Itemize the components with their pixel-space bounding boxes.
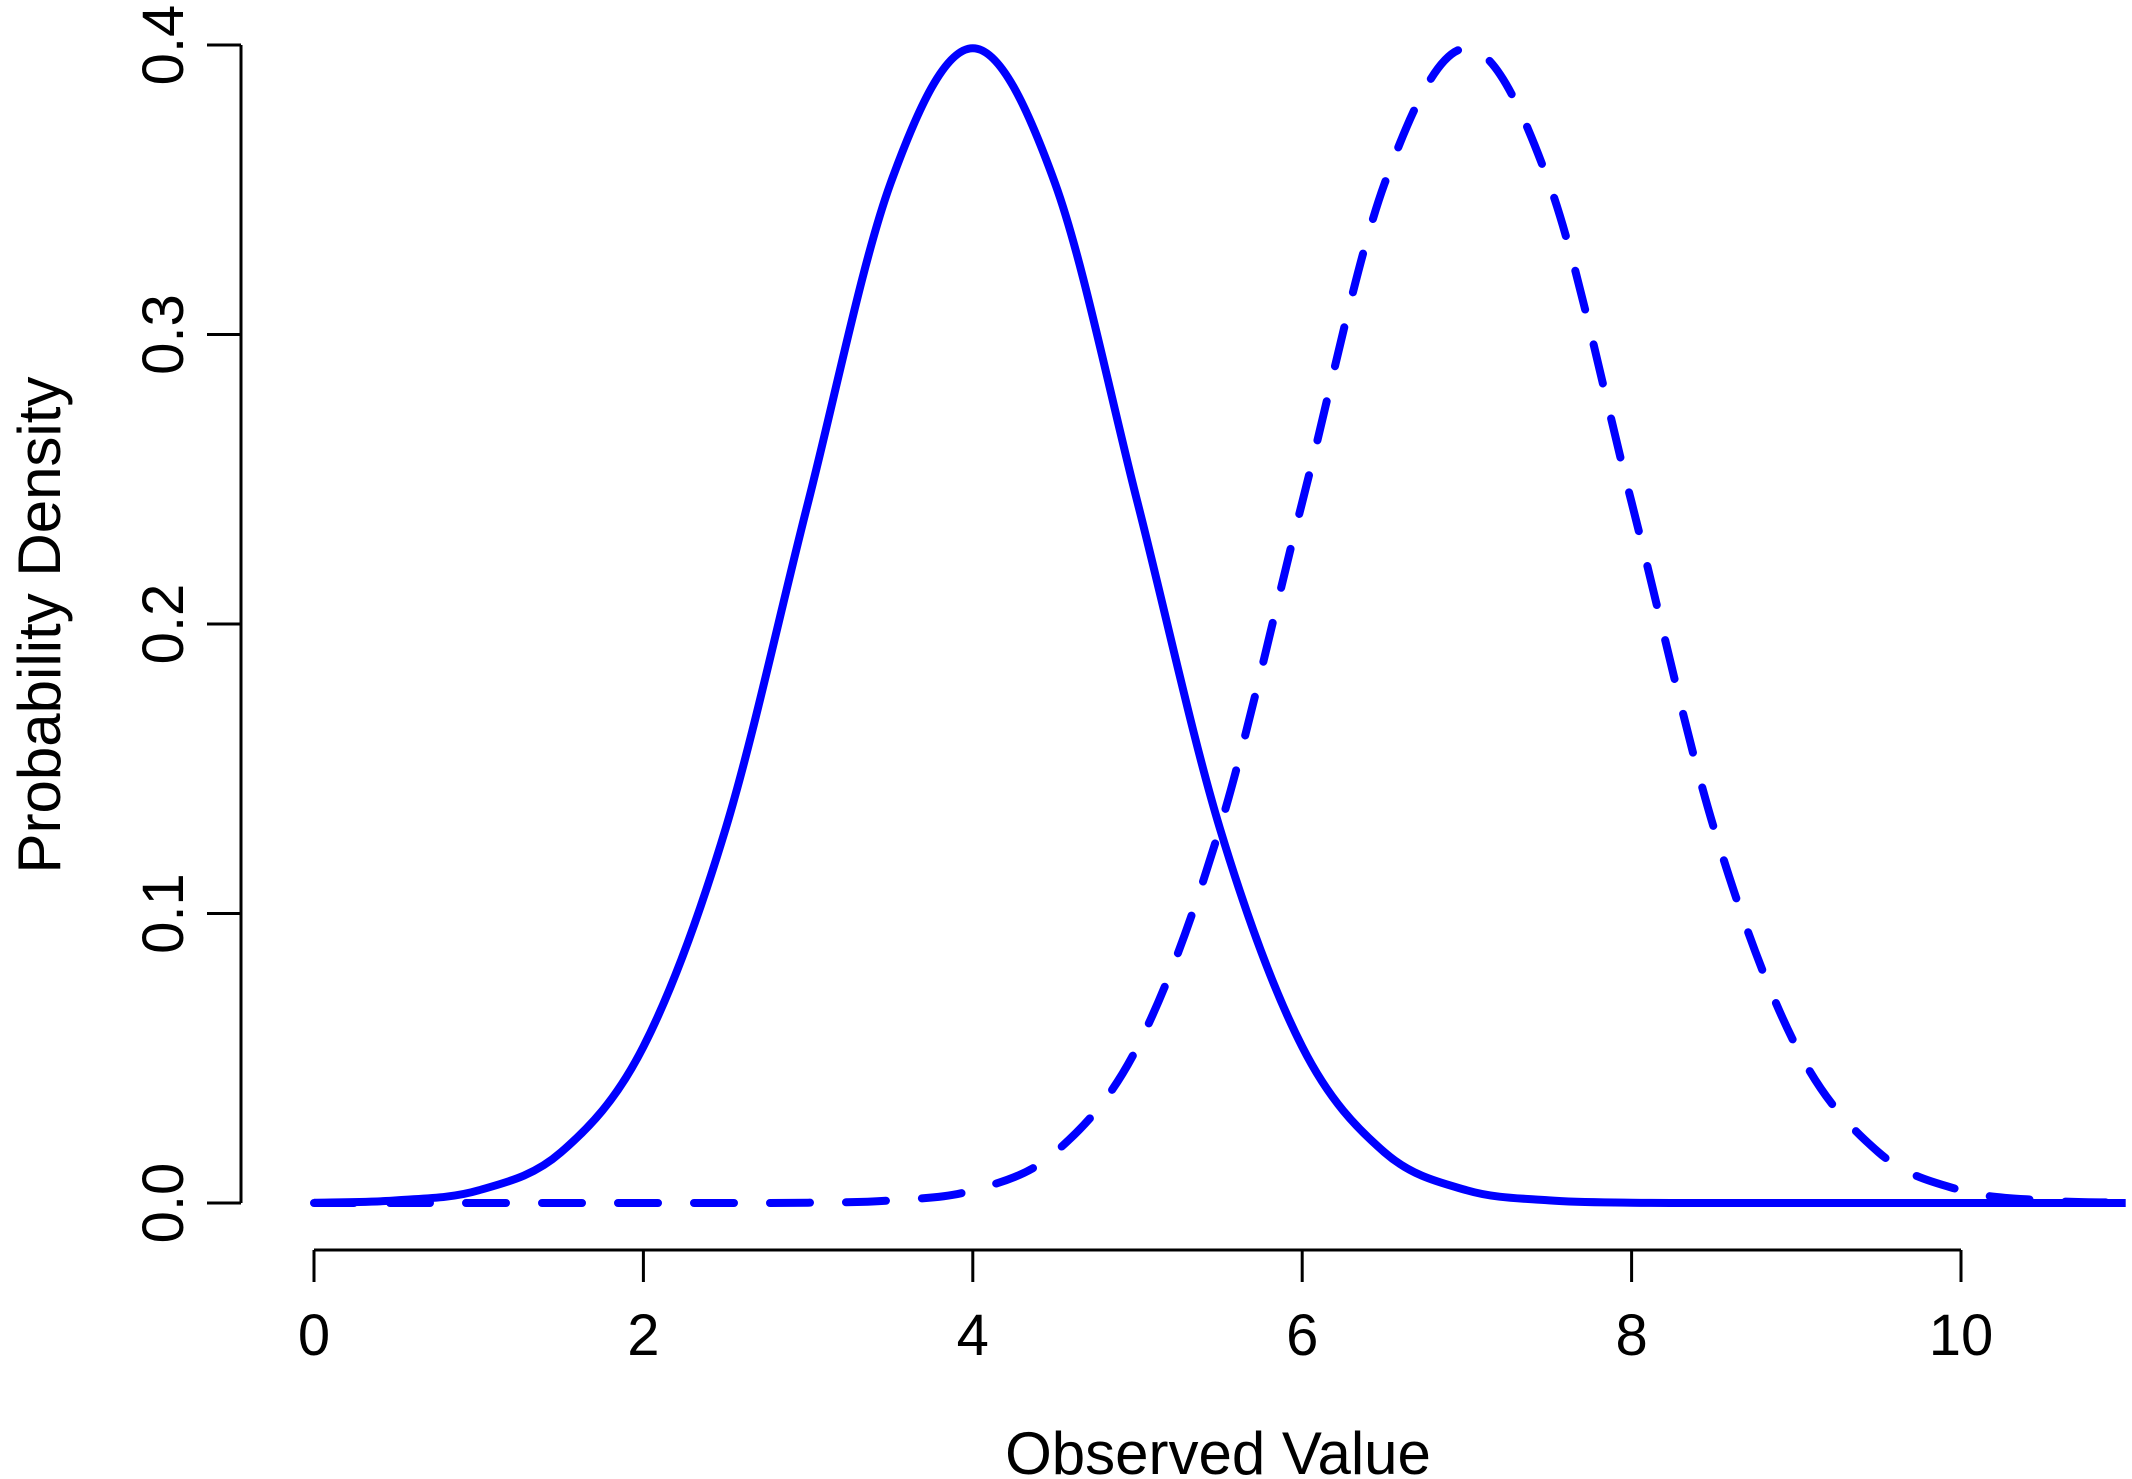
series-layer (310, 44, 2130, 1208)
y-tick-label: 0.2 (131, 584, 196, 665)
y-tick-label: 0.1 (131, 873, 196, 954)
x-axis-ticks: 0 2 4 6 8 10 (298, 1250, 1993, 1368)
x-tick-label: 8 (1615, 1303, 1647, 1368)
dashed-density-curve (310, 44, 2130, 1208)
x-axis-title: Observed Value (1005, 1420, 1431, 1479)
y-tick-label: 0.0 (131, 1163, 196, 1244)
x-tick-label: 0 (298, 1303, 330, 1368)
y-axis-title: Probability Density (6, 377, 73, 874)
solid-density-curve (313, 44, 2126, 1208)
x-tick-label: 10 (1929, 1303, 1994, 1368)
y-tick-label: 0.3 (131, 294, 196, 375)
x-tick-label: 2 (627, 1303, 659, 1368)
x-tick-label: 6 (1286, 1303, 1318, 1368)
y-tick-label: 0.4 (131, 5, 196, 86)
x-tick-label: 4 (957, 1303, 989, 1368)
y-axis-ticks: 0.0 0.1 0.2 0.3 0.4 (131, 5, 241, 1244)
